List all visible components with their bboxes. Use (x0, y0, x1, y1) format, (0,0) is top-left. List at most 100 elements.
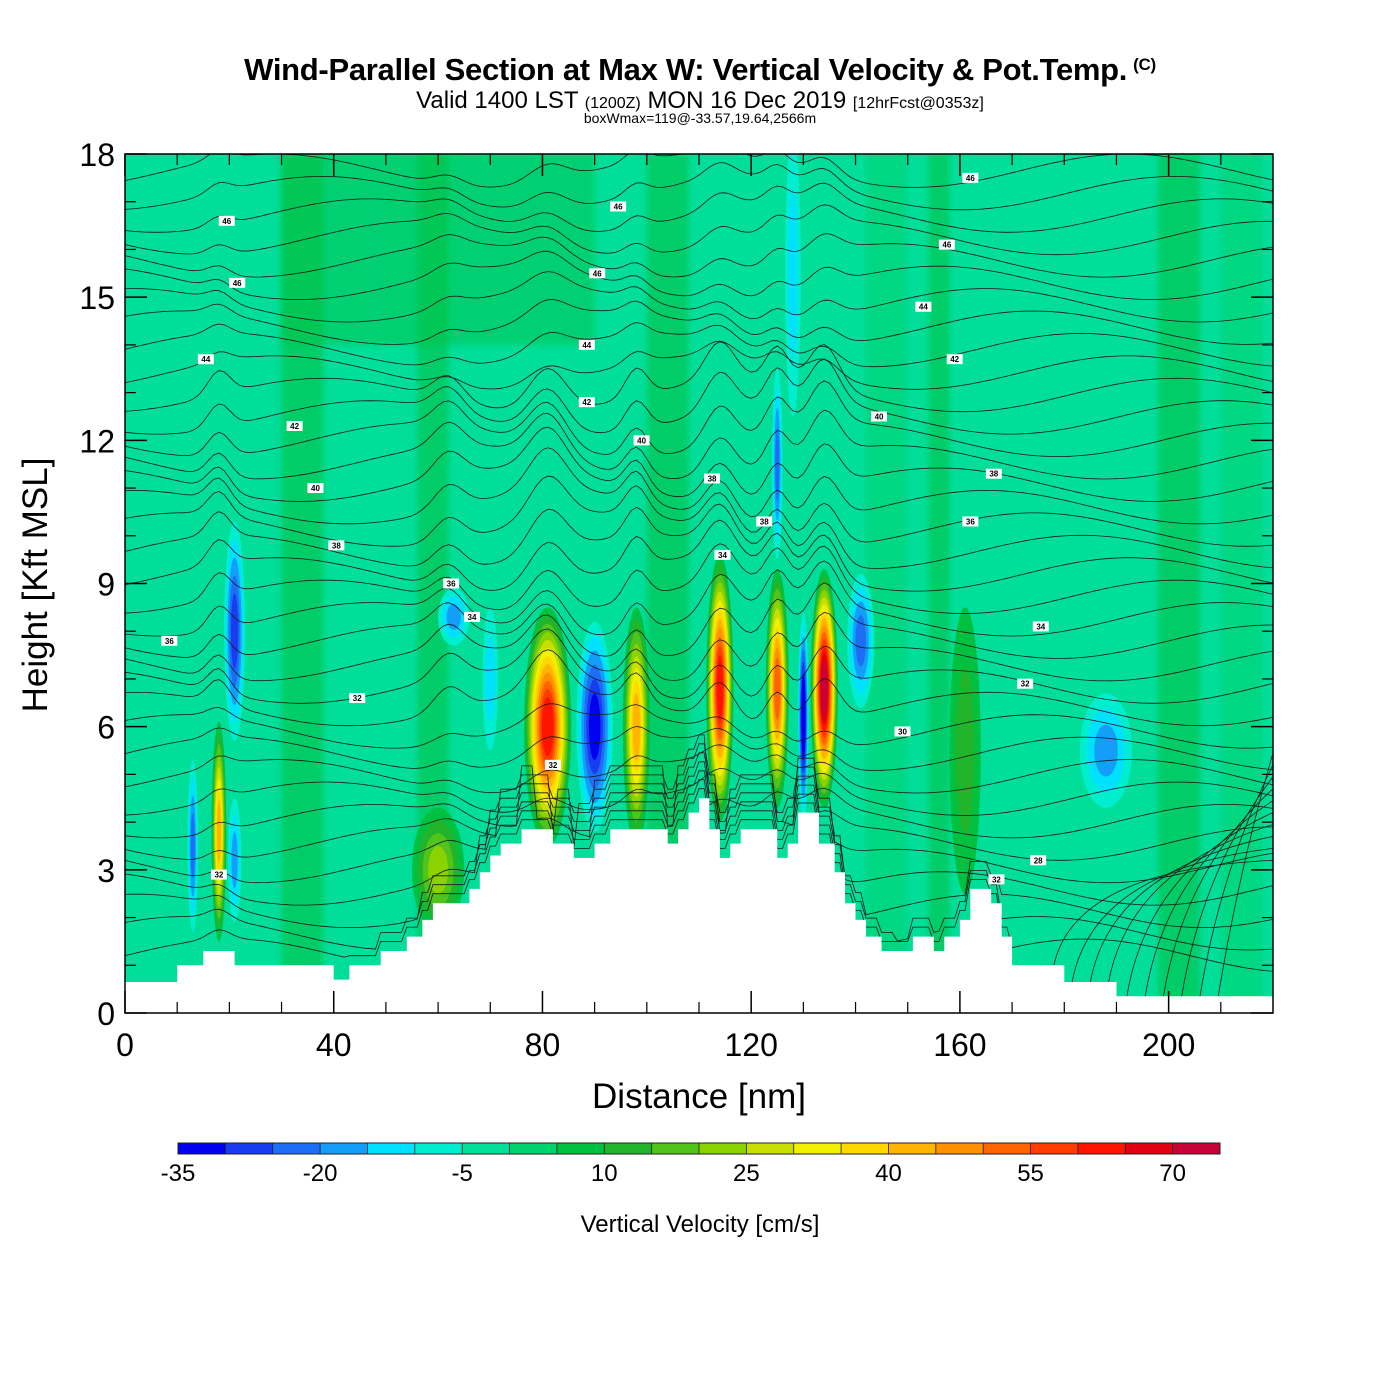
theta-contours (125, 154, 1273, 997)
theta-contour-line (125, 560, 1273, 637)
theta-label: 42 (286, 421, 303, 432)
theta-label-box (229, 277, 246, 288)
theta-label: 34 (1032, 621, 1049, 632)
vv-cell (482, 607, 499, 751)
theta-label-box (578, 339, 595, 350)
vv-cell-level (788, 188, 798, 358)
theta-contour-line (125, 299, 1273, 345)
plot-area: 46 46 44 42 40 38 36 32 36 34 46 46 44 42 40 38 38 34 32 32… (125, 154, 1273, 1013)
theta-contour-line (1126, 812, 1273, 997)
theta-contour-line (1217, 752, 1273, 997)
theta-contour-line (125, 322, 1273, 368)
colorbar-swatch (1172, 1143, 1221, 1154)
theta-contour-line (125, 519, 1273, 592)
colorbar-swatch (556, 1143, 605, 1154)
field-streak (1074, 154, 1107, 1013)
theta-contour-line (125, 768, 1273, 816)
theta-label: 38 (985, 468, 1002, 479)
theta-label-box (962, 516, 979, 527)
x-axis-label: Distance [nm] (592, 1077, 806, 1116)
theta-label-text: 30 (898, 727, 907, 736)
theta-label: 40 (307, 483, 324, 494)
x-tick-label: 40 (316, 1027, 352, 1063)
theta-contour-line (1144, 800, 1273, 997)
theta-contour-line (125, 649, 1273, 727)
theta-label: 42 (946, 354, 963, 365)
theta-label-box (962, 172, 979, 183)
theta-contour-line (125, 341, 1273, 413)
y-tick-label: 12 (79, 423, 115, 459)
theta-label: 34 (714, 549, 731, 560)
colorbar-tick-label: 55 (1017, 1160, 1044, 1187)
theta-label-text: 38 (708, 475, 717, 484)
field-streak (1158, 154, 1200, 1013)
theta-label-box (589, 268, 606, 279)
theta-contour-line (125, 744, 1273, 794)
x-tick-label: 0 (116, 1027, 134, 1063)
theta-label: 46 (589, 268, 606, 279)
theta-label: 36 (161, 635, 178, 646)
vv-cell-level (775, 427, 780, 501)
y-tick-label: 9 (97, 567, 115, 603)
theta-contour-line (125, 779, 1273, 951)
colorbar-swatch (272, 1143, 321, 1154)
theta-contour-line (125, 503, 1273, 569)
theta-contour-line (125, 788, 1273, 972)
vv-cell-level (230, 593, 239, 669)
theta-label-text: 40 (637, 436, 646, 445)
vertical-velocity-cells (187, 154, 1133, 942)
colorbar-swatch (178, 1143, 226, 1154)
theta-label: 46 (938, 239, 955, 250)
y-tick-label: 3 (97, 853, 115, 889)
terrain (125, 798, 1273, 1013)
theta-label-box (464, 611, 481, 622)
vv-cell-level (1094, 724, 1118, 777)
theta-label-text: 32 (353, 694, 362, 703)
theta-contour-line (125, 162, 1273, 211)
theta-label-box (197, 354, 214, 365)
vv-cell (798, 612, 809, 823)
theta-contour-line (125, 340, 1273, 390)
field-streak (1012, 154, 1044, 1013)
theta-contour-line (125, 154, 1273, 188)
colorbar-tick-label: 40 (875, 1160, 902, 1187)
theta-contour-line (125, 380, 1273, 458)
theta-label-text: 32 (992, 875, 1001, 884)
vv-cell (524, 607, 572, 846)
theta-label-text: 46 (942, 241, 951, 250)
theta-label-box (1030, 855, 1047, 866)
vv-cell-level (955, 666, 975, 835)
colorbar-swatch (509, 1143, 558, 1154)
vv-cell-level (820, 660, 828, 717)
theta-label: 38 (328, 540, 345, 551)
theta-contour-line (1089, 836, 1273, 983)
theta-label-box (915, 301, 932, 312)
theta-label-text: 42 (950, 355, 959, 364)
theta-label-box (938, 239, 955, 250)
colorbar-swatch (367, 1143, 416, 1154)
vv-cell (765, 569, 789, 808)
theta-label: 46 (218, 215, 235, 226)
theta-label-text: 42 (582, 398, 591, 407)
theta-label-text: 40 (311, 484, 320, 493)
theta-label-box (756, 516, 773, 527)
vv-cell-level (541, 697, 554, 757)
theta-label: 32 (1017, 678, 1034, 689)
y-tick-label: 15 (79, 280, 115, 316)
theta-label-box (988, 874, 1005, 885)
vv-cell (211, 721, 227, 942)
colorbar-swatch (414, 1143, 463, 1154)
theta-label: 34 (464, 611, 481, 622)
theta-contour-line (1071, 847, 1273, 983)
x-tick-label: 160 (933, 1027, 986, 1063)
theta-label-text: 36 (966, 517, 975, 526)
theta-label-box (210, 869, 227, 880)
theta-label-text: 46 (222, 217, 231, 226)
theta-contour-line (125, 233, 1273, 278)
theta-label: 32 (988, 874, 1005, 885)
colorbar-tick-label: 70 (1159, 1160, 1186, 1187)
theta-contour-line (125, 582, 1273, 659)
theta-label-text: 44 (919, 303, 928, 312)
theta-label-text: 34 (468, 613, 477, 622)
